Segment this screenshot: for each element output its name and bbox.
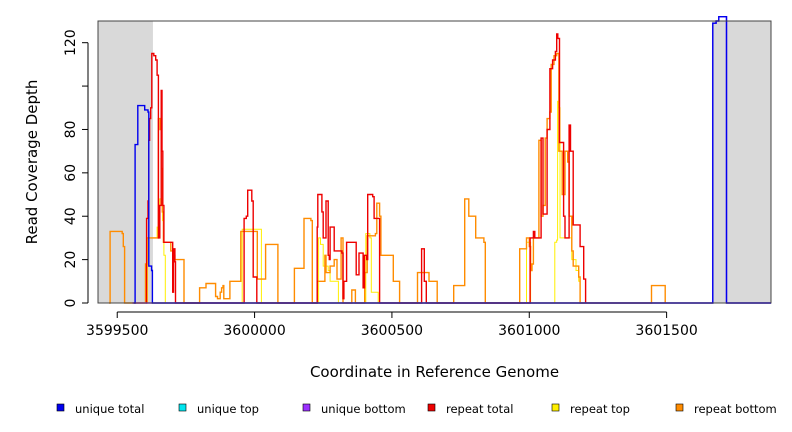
shaded-region-2: [711, 21, 771, 303]
series-line-unique-total: [133, 16, 771, 304]
y-axis-label: Read Coverage Depth: [23, 80, 41, 245]
y-tick-label: 60: [63, 164, 79, 182]
legend-label-repeat-total: repeat total: [446, 402, 513, 416]
x-tick-label: 3600500: [361, 323, 423, 339]
x-tick-label: 3600000: [223, 323, 285, 339]
x-tick-label: 3599500: [86, 323, 148, 339]
legend-label-unique-total: unique total: [75, 402, 144, 416]
series-line-repeat-total: [145, 33, 587, 304]
y-tick-label: 40: [63, 207, 79, 225]
shaded-region-1: [98, 21, 153, 303]
x-tick-label: 3601000: [498, 323, 560, 339]
legend-label-repeat-top: repeat top: [570, 402, 630, 416]
legend-swatch-repeat-bottom: [675, 403, 684, 412]
plot-frame: [97, 20, 772, 304]
y-tick-label: 0: [63, 299, 79, 308]
y-tick-label: 20: [63, 251, 79, 269]
legend-label-repeat-bottom: repeat bottom: [694, 402, 777, 416]
legend-swatch-repeat-total: [427, 403, 436, 412]
shaded-regions: [98, 21, 771, 303]
legend-label-unique-bottom: unique bottom: [321, 402, 406, 416]
series-line-repeat-bottom: [109, 52, 666, 304]
legend-swatch-unique-total: [56, 403, 65, 412]
legend-swatch-unique-bottom: [302, 403, 311, 412]
series-line-unique-bottom: [132, 16, 771, 304]
legend-label-unique-top: unique top: [197, 402, 259, 416]
y-tick-label: 120: [63, 29, 79, 56]
legend: unique total unique top unique bottom repea…: [56, 402, 777, 416]
legend-swatch-repeat-top: [551, 403, 560, 412]
legend-swatch-unique-top: [178, 403, 187, 412]
series-lines: [109, 16, 771, 304]
y-tick-label: 80: [63, 121, 79, 139]
x-tick-label: 3601500: [635, 323, 697, 339]
axes: 0 20 40 60 80 120 3599500 3600000 3600500 3601000…: [63, 29, 698, 339]
x-axis-label: Coordinate in Reference Genome: [310, 363, 559, 381]
